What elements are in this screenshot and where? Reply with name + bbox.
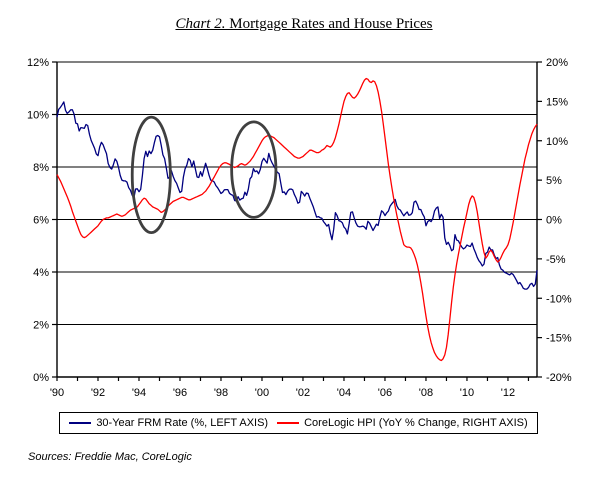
- legend-box: 30-Year FRM Rate (%, LEFT AXIS) CoreLogi…: [59, 412, 538, 434]
- right-axis-label: -5%: [546, 254, 566, 266]
- x-axis-label: '04: [337, 387, 351, 399]
- frm-line: [56, 101, 538, 290]
- x-axis-label: '02: [296, 387, 310, 399]
- right-axis-label: 5%: [546, 175, 562, 187]
- chart-title: Chart 2. Mortgage Rates and House Prices: [0, 16, 608, 33]
- hpi-line: [56, 77, 538, 362]
- legend-item-frm: 30-Year FRM Rate (%, LEFT AXIS): [69, 417, 268, 429]
- legend-item-hpi-label: CoreLogic HPI (YoY % Change, RIGHT AXIS): [304, 417, 528, 429]
- right-axis-label: 15%: [546, 96, 568, 108]
- right-axis-label: -15%: [546, 333, 572, 345]
- right-axis-label: 0%: [546, 215, 562, 227]
- left-axis-label: 0%: [33, 372, 49, 384]
- x-axis-label: '10: [460, 387, 474, 399]
- chart-title-main: Mortgage Rates and House Prices: [225, 16, 433, 32]
- right-axis-label: 20%: [546, 57, 568, 69]
- x-axis-label: '12: [501, 387, 515, 399]
- legend-item-frm-label: 30-Year FRM Rate (%, LEFT AXIS): [96, 417, 269, 429]
- hpi-line-swatch: [277, 422, 300, 424]
- right-axis-label: -10%: [546, 293, 572, 305]
- left-axis-label: 4%: [33, 267, 49, 279]
- chart-title-number: Chart 2.: [175, 16, 226, 32]
- left-axis-label: 12%: [27, 57, 49, 69]
- annotation-ellipse-1: [130, 115, 172, 235]
- x-axis-label: '08: [419, 387, 433, 399]
- x-axis-label: '94: [132, 387, 146, 399]
- sources-note: Sources: Freddie Mac, CoreLogic: [28, 451, 192, 463]
- x-axis-label: '06: [378, 387, 392, 399]
- left-axis-label: 2%: [33, 320, 49, 332]
- right-axis-label: 10%: [546, 136, 568, 148]
- left-axis-label: 8%: [33, 162, 49, 174]
- right-axis-label: -20%: [546, 372, 572, 384]
- x-axis-label: '98: [214, 387, 228, 399]
- legend-item-hpi: CoreLogic HPI (YoY % Change, RIGHT AXIS): [277, 417, 528, 429]
- x-axis-label: '96: [173, 387, 187, 399]
- x-axis-label: '92: [91, 387, 105, 399]
- x-axis-label: '90: [50, 387, 64, 399]
- annotation-ellipse-2: [230, 120, 278, 219]
- x-axis-label: '00: [255, 387, 269, 399]
- left-axis-label: 6%: [33, 215, 49, 227]
- left-axis-label: 10%: [27, 110, 49, 122]
- frm-line-swatch: [69, 422, 92, 424]
